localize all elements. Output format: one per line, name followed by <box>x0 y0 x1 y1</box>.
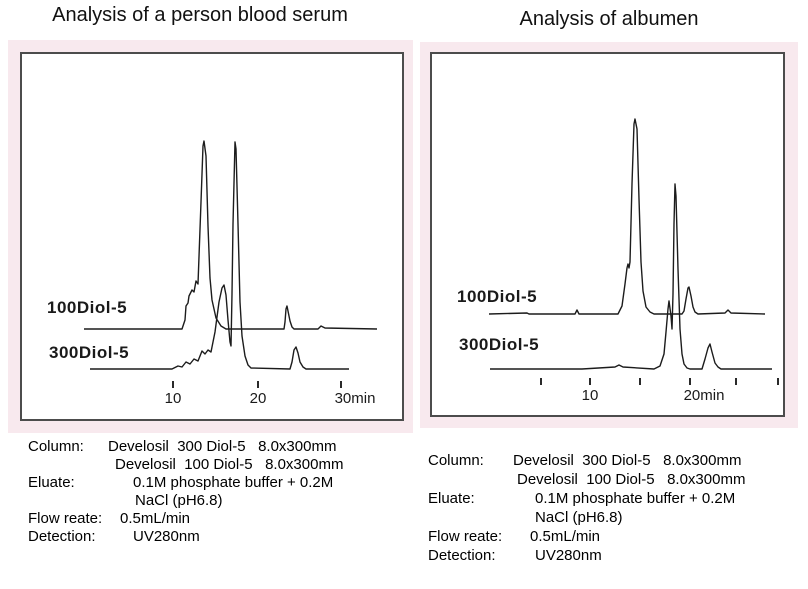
condition-row-detection: Detection: UV280nm <box>428 546 745 565</box>
condition-row-flow-rate: Flow reate: 0.5mL/min <box>28 510 343 528</box>
albumen-trace-300diol5 <box>490 183 772 370</box>
condition-label: Detection: <box>28 528 96 545</box>
serum-chromatogram-plot <box>84 140 378 370</box>
condition-value: Develosil 300 Diol-5 8.0x300mm <box>108 438 337 455</box>
serum-axis-tick-30 <box>340 381 342 388</box>
condition-row-flow-rate: Flow reate: 0.5mL/min <box>428 527 745 546</box>
condition-label <box>428 508 508 527</box>
condition-value: 0.5mL/min <box>530 528 601 545</box>
condition-label <box>28 456 108 474</box>
condition-value: Develosil 100 Diol-5 8.0x300mm <box>517 471 746 488</box>
serum-axis-label-10: 10 <box>164 390 182 407</box>
condition-value: 0.1M phosphate buffer + 0.2M <box>535 490 736 507</box>
condition-value: NaCl (pH6.8) <box>535 509 623 526</box>
albumen-axis-tick-10 <box>589 378 591 385</box>
right-chart-title: Analysis of albumen <box>519 8 699 30</box>
albumen-axis-tick-15 <box>639 378 641 385</box>
condition-row-column-1: Column: Develosil 300 Diol-5 8.0x300mm <box>28 438 343 456</box>
serum-axis-label-30min: 30min <box>334 390 376 407</box>
condition-row-eluate: Eluate: 0.1M phosphate buffer + 0.2M <box>428 489 745 508</box>
condition-label: Column: <box>428 452 484 469</box>
left-chart-title: Analysis of a person blood serum <box>52 4 348 26</box>
serum-axis-tick-10 <box>172 381 174 388</box>
condition-row-column-1: Column: Develosil 300 Diol-5 8.0x300mm <box>428 451 745 470</box>
condition-label <box>28 492 108 510</box>
albumen-conditions-block: Column: Develosil 300 Diol-5 8.0x300mm D… <box>428 451 745 565</box>
condition-row-column-2: Develosil 100 Diol-5 8.0x300mm <box>428 470 745 489</box>
albumen-axis-tick-5 <box>540 378 542 385</box>
condition-value: UV280nm <box>535 547 602 564</box>
serum-trace-100diol5 <box>84 140 378 330</box>
condition-label: Eluate: <box>428 490 475 507</box>
condition-row-eluate: Eluate: 0.1M phosphate buffer + 0.2M <box>28 474 343 492</box>
condition-row-column-2: Develosil 100 Diol-5 8.0x300mm <box>28 456 343 474</box>
condition-value: Develosil 100 Diol-5 8.0x300mm <box>115 456 344 473</box>
serum-axis-tick-20 <box>257 381 259 388</box>
condition-label: Detection: <box>428 547 496 564</box>
condition-value: UV280nm <box>133 528 200 545</box>
albumen-chart-area: 100Diol-5 300Diol-5 10 20min <box>430 52 785 417</box>
serum-label-100diol5: 100Diol-5 <box>47 298 128 317</box>
condition-row-eluate-2: NaCl (pH6.8) <box>428 508 745 527</box>
albumen-chromatogram-plot <box>488 118 772 370</box>
condition-label: Eluate: <box>28 474 75 491</box>
albumen-trace-100diol5 <box>488 118 766 315</box>
condition-row-detection: Detection: UV280nm <box>28 528 343 546</box>
condition-label <box>428 470 508 489</box>
serum-panel: 100Diol-5 300Diol-5 10 20 30min <box>8 40 413 433</box>
serum-trace-300diol5 <box>90 141 349 370</box>
albumen-axis-label-20min: 20min <box>683 387 725 404</box>
albumen-axis-tick-25 <box>735 378 737 385</box>
condition-value: Develosil 300 Diol-5 8.0x300mm <box>513 452 742 469</box>
condition-label: Column: <box>28 438 84 455</box>
albumen-panel: 100Diol-5 300Diol-5 10 20min <box>420 42 798 428</box>
condition-value: 0.5mL/min <box>120 510 191 527</box>
serum-conditions-block: Column: Develosil 300 Diol-5 8.0x300mm D… <box>28 438 343 546</box>
albumen-label-100diol5: 100Diol-5 <box>457 287 538 306</box>
albumen-axis-tick-30 <box>777 378 779 385</box>
serum-chart-area: 100Diol-5 300Diol-5 10 20 30min <box>20 52 404 421</box>
condition-label: Flow reate: <box>28 510 103 527</box>
condition-value: 0.1M phosphate buffer + 0.2M <box>133 474 334 491</box>
condition-row-eluate-2: NaCl (pH6.8) <box>28 492 343 510</box>
condition-value: NaCl (pH6.8) <box>135 492 223 509</box>
albumen-label-300diol5: 300Diol-5 <box>459 335 540 354</box>
serum-label-300diol5: 300Diol-5 <box>49 343 130 362</box>
condition-label: Flow reate: <box>428 528 503 545</box>
albumen-axis-tick-20 <box>689 378 691 385</box>
albumen-axis-label-10: 10 <box>581 387 599 404</box>
serum-axis-label-20: 20 <box>249 390 267 407</box>
